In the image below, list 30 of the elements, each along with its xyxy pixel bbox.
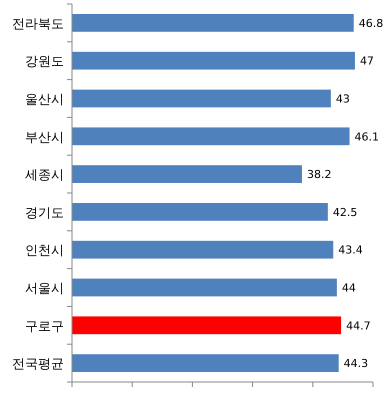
data-label: 44.7	[346, 319, 371, 332]
data-label: 38.2	[306, 168, 332, 182]
data-label: 47	[360, 54, 374, 68]
bar	[72, 52, 355, 70]
bar	[72, 165, 302, 183]
bar	[72, 278, 337, 296]
bar	[72, 127, 350, 146]
y-tick-label: 구로구	[25, 318, 64, 334]
data-label: 46.8	[358, 16, 384, 30]
bar	[72, 240, 334, 259]
data-label: 46.1	[354, 130, 380, 144]
bar	[72, 90, 331, 108]
data-label: 43	[336, 92, 350, 106]
bar	[72, 354, 339, 372]
y-tick-label: 인천시	[25, 242, 64, 258]
y-tick-label: 강원도	[25, 54, 64, 69]
y-tick-label: 전라북도	[12, 16, 64, 31]
y-tick-label: 울산시	[25, 92, 64, 106]
data-label: 42.5	[332, 206, 358, 219]
bar	[72, 203, 328, 221]
y-tick-label: 세종시	[25, 167, 64, 182]
y-tick-label: 경기도	[25, 204, 64, 220]
data-label: 43.4	[338, 244, 363, 257]
y-tick-label: 전국평균	[12, 356, 64, 372]
bar	[72, 316, 342, 334]
data-label: 44	[342, 282, 356, 294]
y-tick-label: 서울시	[25, 280, 64, 296]
data-label: 44.3	[344, 357, 368, 370]
y-tick-label: 부산시	[25, 129, 64, 144]
bar	[72, 14, 354, 32]
